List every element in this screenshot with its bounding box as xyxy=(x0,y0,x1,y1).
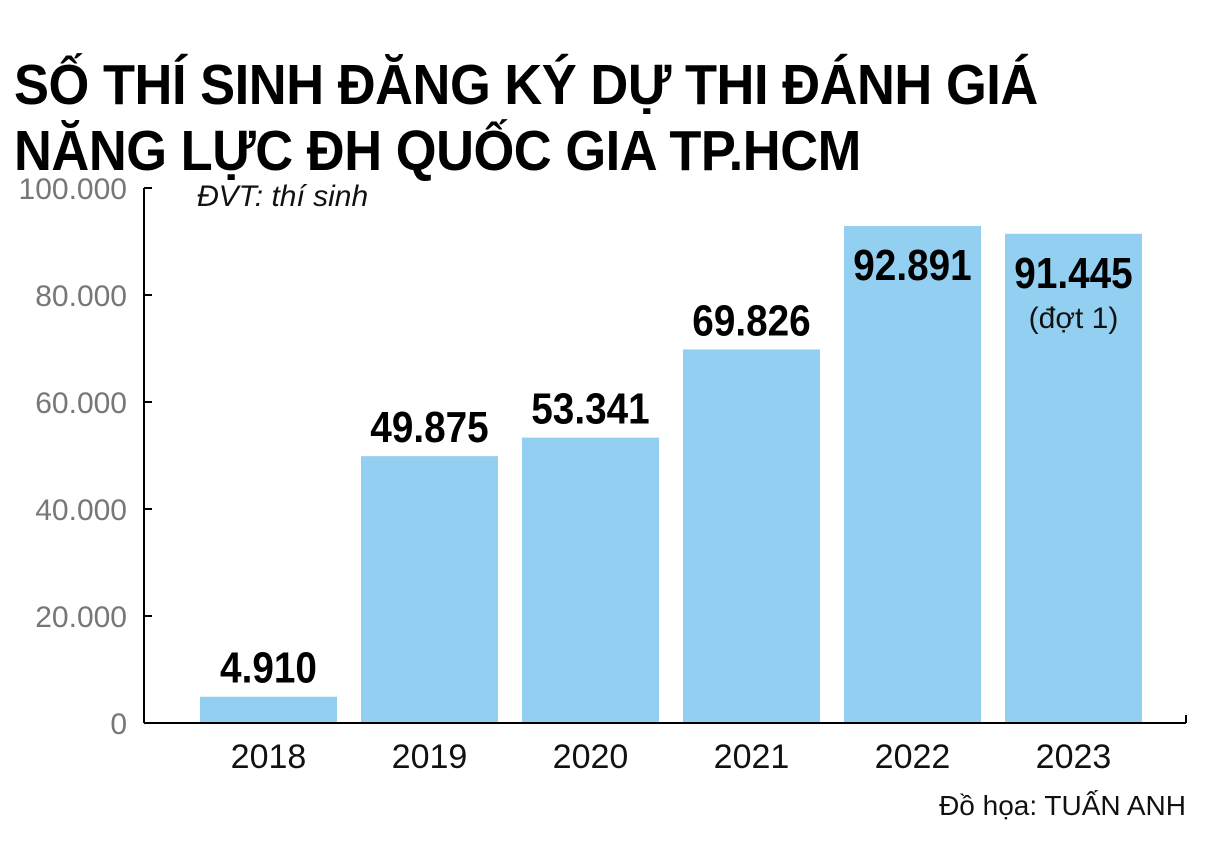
title-line-1: SỐ THÍ SINH ĐĂNG KÝ DỰ THI ĐÁNH GIÁ xyxy=(14,53,1038,117)
value-label: 49.875 xyxy=(370,402,488,452)
x-tick-label: 2019 xyxy=(392,738,468,776)
value-label: 53.341 xyxy=(531,383,649,433)
graphics-credit: Đồ họa: TUẤN ANH xyxy=(939,790,1186,821)
x-tick-label: 2023 xyxy=(1036,738,1112,776)
bar xyxy=(844,226,981,724)
y-tick-label: 0 xyxy=(110,708,127,741)
x-tick-label: 2018 xyxy=(231,738,307,776)
y-axis: 0 20.000 40.000 60.000 80.000 100.000 xyxy=(19,173,152,741)
x-axis: 2018 2019 2020 2021 2022 2023 xyxy=(144,715,1187,776)
x-tick-label: 2021 xyxy=(714,738,790,776)
x-tick-label: 2022 xyxy=(875,738,951,776)
chart-title: SỐ THÍ SINH ĐĂNG KÝ DỰ THI ĐÁNH GIÁ NĂNG… xyxy=(14,52,1038,184)
value-label: 91.445 xyxy=(1014,247,1132,297)
bar xyxy=(683,349,820,723)
y-tick-label: 40.000 xyxy=(35,494,127,527)
y-tick-label: 60.000 xyxy=(35,387,127,420)
value-label: 92.891 xyxy=(853,240,971,290)
y-tick-label: 100.000 xyxy=(19,173,127,206)
value-label: 4.910 xyxy=(220,642,317,692)
bars-group: 4.910 49.875 53.341 69.826 92.891 91.445 (đợt … xyxy=(200,226,1142,724)
y-tick-label: 20.000 xyxy=(35,601,127,634)
bar xyxy=(1005,233,1142,723)
value-label: 69.826 xyxy=(692,295,810,345)
bar xyxy=(200,696,337,723)
title-line-2: NĂNG LỰC ĐH QUỐC GIA TP.HCM xyxy=(14,119,861,183)
value-note-label: (đợt 1) xyxy=(1029,302,1119,335)
y-tick-label: 80.000 xyxy=(35,280,127,313)
bar xyxy=(361,456,498,723)
bar xyxy=(522,437,659,723)
unit-note: ĐVT: thí sinh xyxy=(197,180,369,213)
x-tick-label: 2020 xyxy=(553,738,629,776)
